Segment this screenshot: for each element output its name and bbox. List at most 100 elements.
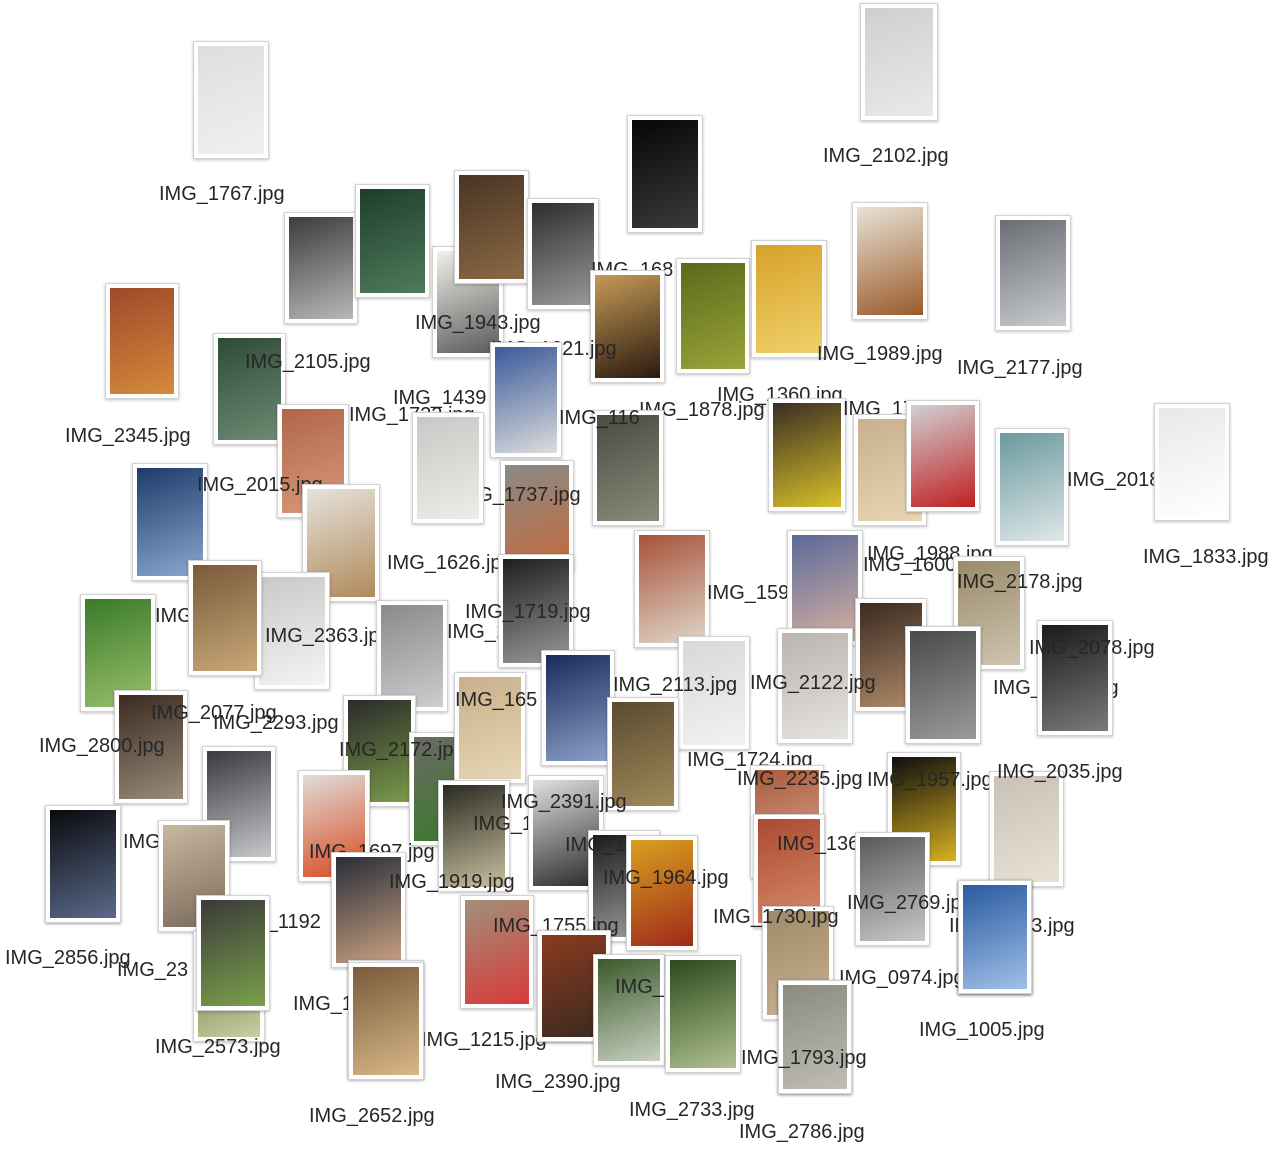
photo-filename-label: IMG_2122.jpg bbox=[750, 672, 876, 694]
photo-thumbnail[interactable] bbox=[331, 852, 406, 968]
photo-filename-label: IMG_2733.jpg bbox=[629, 1099, 755, 1121]
photo-filename-label: IMG_1793.jpg bbox=[741, 1047, 867, 1069]
photo-image bbox=[612, 702, 674, 806]
photo-thumbnail[interactable] bbox=[860, 3, 938, 121]
photo-filename-label: IMG_2786.jpg bbox=[739, 1121, 865, 1143]
photo-image bbox=[782, 633, 848, 739]
photo-thumbnail[interactable] bbox=[490, 342, 562, 458]
photo-thumbnail[interactable] bbox=[188, 560, 262, 676]
photo-image bbox=[532, 203, 594, 305]
photo-thumbnail[interactable] bbox=[348, 962, 424, 1080]
photo-filename-label: IMG_2856.jpg bbox=[5, 947, 131, 969]
photo-filename-label: IMG_1626.jpg bbox=[387, 552, 513, 574]
photo-thumbnail[interactable] bbox=[105, 283, 179, 399]
photo-thumbnail[interactable] bbox=[768, 398, 846, 512]
photo-thumbnail[interactable] bbox=[905, 626, 981, 744]
photo-filename-label: IMG_2800.jpg bbox=[39, 735, 165, 757]
photo-filename-label: IMG_2178.jpg bbox=[957, 571, 1083, 593]
photo-image bbox=[85, 599, 151, 707]
photo-image bbox=[1042, 625, 1108, 731]
photo-thumbnail[interactable] bbox=[678, 636, 750, 750]
photo-thumbnail[interactable] bbox=[454, 672, 526, 784]
photo-filename-label: IMG_1943.jpg bbox=[415, 312, 541, 334]
photo-image bbox=[459, 677, 521, 779]
photo-thumbnail[interactable] bbox=[995, 428, 1069, 546]
photo-filename-label: IMG_2363.jpg bbox=[265, 625, 391, 647]
photo-image bbox=[860, 837, 925, 941]
photo-image bbox=[756, 245, 822, 353]
photo-thumbnail[interactable] bbox=[460, 895, 534, 1009]
photo-thumbnail[interactable] bbox=[193, 41, 269, 159]
photo-thumbnail[interactable] bbox=[254, 572, 330, 690]
photo-filename-label: IMG_2113.jpg bbox=[613, 674, 738, 696]
photo-thumbnail[interactable] bbox=[855, 832, 930, 946]
photo-filename-label: IMG_2078.jpg bbox=[1029, 637, 1155, 659]
photo-filename-label: IMG_165 bbox=[455, 689, 538, 711]
photo-filename-label: IMG_2177.jpg bbox=[957, 357, 1083, 379]
photo-thumbnail[interactable] bbox=[592, 410, 664, 526]
photo-thumbnail[interactable] bbox=[114, 690, 188, 804]
photo-thumbnail[interactable] bbox=[454, 170, 529, 284]
photo-thumbnail[interactable] bbox=[665, 955, 741, 1073]
photo-filename-label: IMG_0974.jpg bbox=[839, 967, 965, 989]
photo-thumbnail[interactable] bbox=[45, 805, 121, 923]
photo-thumbnail[interactable] bbox=[438, 780, 510, 892]
photo-image bbox=[670, 960, 736, 1068]
photo-filename-label: IMG_2390.jpg bbox=[495, 1071, 621, 1093]
photo-filename-label: IMG_2105.jpg bbox=[245, 351, 371, 373]
photo-thumbnail[interactable] bbox=[778, 980, 852, 1094]
photo-filename-label: IMG_1919.jpg bbox=[389, 871, 515, 893]
photo-image bbox=[505, 465, 569, 567]
photo-thumbnail[interactable] bbox=[213, 333, 286, 445]
photo-thumbnail[interactable] bbox=[751, 240, 827, 358]
photo-thumbnail[interactable] bbox=[626, 835, 698, 951]
photo-thumbnail[interactable] bbox=[593, 954, 665, 1066]
photo-filename-label: IMG_2652.jpg bbox=[309, 1105, 435, 1127]
photo-thumbnail[interactable] bbox=[787, 530, 863, 646]
photo-image bbox=[503, 559, 569, 663]
photo-image bbox=[632, 120, 698, 228]
photo-thumbnail[interactable] bbox=[634, 530, 710, 648]
photo-thumbnail[interactable] bbox=[590, 270, 665, 383]
photo-thumbnail[interactable] bbox=[376, 600, 448, 712]
photo-thumbnail[interactable] bbox=[284, 212, 358, 324]
photo-thumbnail[interactable] bbox=[132, 463, 208, 581]
photo-thumbnail[interactable] bbox=[412, 412, 484, 524]
photo-thumbnail[interactable] bbox=[498, 554, 574, 668]
photo-thumbnail[interactable] bbox=[196, 895, 270, 1011]
photo-thumbnail[interactable] bbox=[989, 771, 1064, 887]
photo-image bbox=[639, 535, 705, 643]
photo-filename-label: IMG_1730.jpg bbox=[713, 906, 839, 928]
photo-image bbox=[681, 263, 745, 369]
photo-image bbox=[50, 810, 116, 918]
photo-thumbnail[interactable] bbox=[1037, 620, 1113, 736]
photo-thumbnail[interactable] bbox=[995, 215, 1071, 331]
photo-thumbnail[interactable] bbox=[500, 460, 574, 572]
photo-image bbox=[289, 217, 353, 319]
photo-filename-label: IMG_1878.jpg bbox=[639, 399, 765, 421]
photo-filename-label: IMG_1215.jpg bbox=[421, 1029, 547, 1051]
photo-image bbox=[911, 405, 975, 507]
photo-thumbnail[interactable] bbox=[527, 198, 599, 310]
photo-image bbox=[336, 857, 401, 963]
photo-image bbox=[758, 819, 820, 923]
photo-thumbnail[interactable] bbox=[1154, 403, 1230, 521]
photo-image bbox=[631, 840, 693, 946]
photo-filename-label: IMG_116 bbox=[559, 407, 640, 429]
photo-filename-label: IMG_2293.jpg bbox=[213, 712, 339, 734]
photo-image bbox=[119, 695, 183, 799]
photo-thumbnail[interactable] bbox=[852, 202, 928, 320]
photo-thumbnail[interactable] bbox=[607, 697, 679, 811]
photo-image bbox=[259, 577, 325, 685]
photo-thumbnail[interactable] bbox=[541, 650, 615, 766]
photo-thumbnail[interactable] bbox=[627, 115, 703, 233]
photo-thumbnail[interactable] bbox=[676, 258, 750, 374]
photo-image bbox=[353, 967, 419, 1075]
photo-thumbnail[interactable] bbox=[355, 184, 430, 298]
photo-thumbnail[interactable] bbox=[958, 880, 1032, 994]
photo-image bbox=[546, 655, 610, 761]
photo-thumbnail[interactable] bbox=[777, 628, 853, 744]
photo-filename-label: IMG_2077.jpg bbox=[151, 702, 277, 724]
photo-thumbnail[interactable] bbox=[906, 400, 980, 512]
photo-filename-label: IMG_1989.jpg bbox=[817, 343, 943, 365]
